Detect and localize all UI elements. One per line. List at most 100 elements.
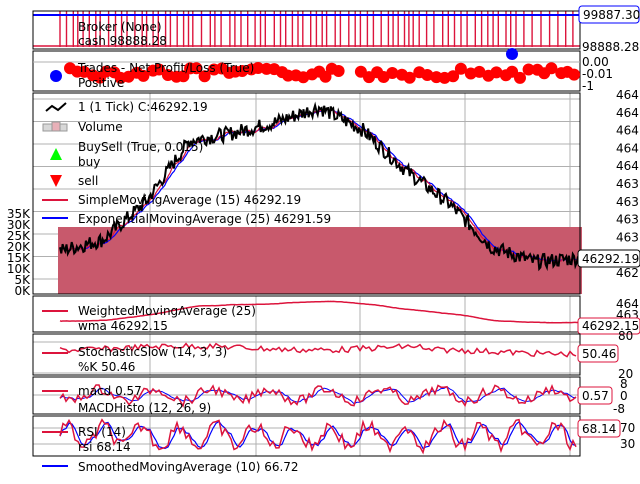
volume-tick-label: 20K: [7, 240, 31, 254]
trades-legend-positive: Positive: [78, 76, 124, 90]
volume-tick-label: 10K: [7, 262, 31, 276]
rsi-tick-label: 70: [620, 421, 635, 435]
rsi-panel: RSI (14) rsi 68.14 SmoothedMovingAverage…: [32, 415, 635, 474]
price-panel: 464464464464464463463463463462462 35K30K…: [7, 88, 640, 298]
wma-frame: [32, 295, 581, 333]
price-legend-sma: SimpleMovingAverage (15) 46292.19: [78, 193, 301, 207]
trade-positive-marker: [153, 63, 166, 76]
sell-triangle-icon: [50, 175, 62, 187]
volume-tick-label: 15K: [7, 251, 31, 265]
trade-positive-marker: [332, 65, 345, 77]
broker-legend-title: Broker (None): [78, 20, 162, 34]
macd-legend-value: macd 0.57: [78, 384, 142, 398]
rsi-last-badge: 68.14: [577, 419, 621, 438]
trade-positive-marker: [522, 63, 535, 76]
price-legend: 1 (1 Tick) C:46292.19 Volume BuySell (Tr…: [42, 100, 331, 226]
price-frame: [32, 92, 581, 295]
macd-tick-label: -8: [613, 402, 625, 416]
trade-positive-marker: [514, 71, 526, 84]
price-tick-label: 464: [616, 106, 639, 120]
broker-value-badge: 99887.30: [578, 5, 640, 24]
trade-positive-marker: [490, 66, 503, 79]
trade-positive-marker: [319, 70, 332, 83]
stochastic-legend-title: StochasticSlow (14, 3, 3): [78, 345, 227, 359]
stochastic-tick-label: 80: [618, 329, 633, 343]
volume-tick-label: 0K: [14, 284, 31, 298]
volume-tick-label: 5K: [14, 273, 31, 287]
rsi-last-badge-text: 68.14: [582, 422, 616, 436]
price-tick-label: 463: [616, 195, 639, 209]
trades-tick-label: -1: [582, 79, 594, 93]
stochastic-panel: StochasticSlow (14, 3, 3) %K 50.46 80 20…: [32, 329, 633, 381]
price-legend-ema: ExponentialMovingAverage (25) 46291.59: [78, 212, 331, 226]
price-tick-label: 464: [616, 124, 639, 138]
wma-series-line: [59, 300, 578, 324]
broker-value-badge-text: 99887.30: [583, 8, 640, 22]
volume-legend-icon: [42, 121, 68, 132]
volume-tick-label: 30K: [7, 218, 31, 232]
stochastic-last-badge: 50.46: [577, 344, 619, 363]
price-legend-volume: Volume: [78, 120, 123, 134]
stochastic-series-line: [59, 342, 577, 358]
wma-panel: WeightedMovingAverage (25) wma 46292.15 …: [32, 295, 640, 335]
price-last-badge: 46292.19: [577, 249, 640, 268]
broker-cash-label: 98888.28: [582, 40, 639, 54]
macd-series-line: [59, 383, 577, 408]
macd-last-badge: 0.57: [577, 386, 613, 405]
stochastic-legend-value: %K 50.46: [78, 360, 135, 374]
trades-tick-label: 0.00: [582, 55, 609, 69]
macd-last-badge-text: 0.57: [582, 389, 609, 403]
volume-tick-label: 25K: [7, 229, 31, 243]
price-tick-label: 464: [616, 141, 639, 155]
line-legend-icon: [45, 102, 67, 112]
trades-markers: [64, 62, 581, 84]
trades-panel: Trades - Net Profit/Loss (True) Positive…: [32, 48, 613, 93]
price-tick-label: 464: [616, 88, 639, 102]
trade-positive-marker: [403, 71, 416, 84]
trade-positive-marker: [198, 70, 211, 83]
price-tick-label: 464: [616, 159, 639, 173]
volume-tick-label: 35K: [7, 207, 31, 221]
wma-legend-title: WeightedMovingAverage (25): [78, 304, 256, 318]
stochastic-last-badge-text: 50.46: [582, 347, 616, 361]
trade-positive-marker: [421, 69, 434, 81]
stochastic-gridlines: [149, 334, 571, 375]
price-legend-sell: sell: [78, 174, 98, 188]
trade-positive-marker: [545, 62, 558, 75]
rsi-series-line: [59, 418, 577, 455]
price-tick-label: 463: [616, 177, 639, 191]
broker-panel: Broker (None) cash 98888.28 99887.30 988…: [32, 5, 640, 54]
broker-cash-trace: [59, 11, 574, 47]
wma-last-badge-text: 46292.15: [582, 319, 639, 333]
macd-legend-histo: MACDHisto (12, 26, 9): [78, 401, 211, 415]
trade-positive-marker: [568, 68, 581, 81]
rsi-tick-label: 30: [620, 437, 635, 451]
price-series-line: [59, 101, 579, 272]
stochastic-tick-label: 20: [618, 367, 633, 381]
wma-last-badge: 46292.15: [577, 317, 640, 335]
wma-tick-label: 464: [616, 297, 639, 311]
trade-positive-marker: [447, 70, 460, 83]
trades-frame: [32, 50, 581, 92]
trades-legend-title: Trades - Net Profit/Loss (True): [77, 61, 254, 75]
price-legend-series: 1 (1 Tick) C:46292.19: [78, 100, 208, 114]
macd-tick-label: 8: [620, 377, 628, 391]
broker-frame: [32, 10, 581, 50]
trade-positive-marker: [473, 65, 486, 78]
price-tick-label: 463: [616, 213, 639, 227]
price-legend-buy: buy: [78, 155, 100, 169]
trade-positive-marker: [177, 70, 190, 83]
rsi-legend-value: rsi 68.14: [78, 440, 131, 454]
volume-bars: [58, 227, 582, 294]
wma-legend-value: wma 46292.15: [78, 319, 168, 333]
rsi-legend-title: RSI (14): [78, 425, 126, 439]
trade-positive-marker: [386, 67, 399, 79]
broker-legend-cash: cash 98888.28: [78, 34, 167, 48]
buy-triangle-icon: [50, 148, 62, 160]
trades-tick-label: -0.01: [582, 67, 613, 81]
price-last-badge-text: 46292.19: [582, 252, 639, 266]
trade-negative-marker: [506, 48, 518, 60]
trade-positive-marker: [236, 65, 249, 77]
